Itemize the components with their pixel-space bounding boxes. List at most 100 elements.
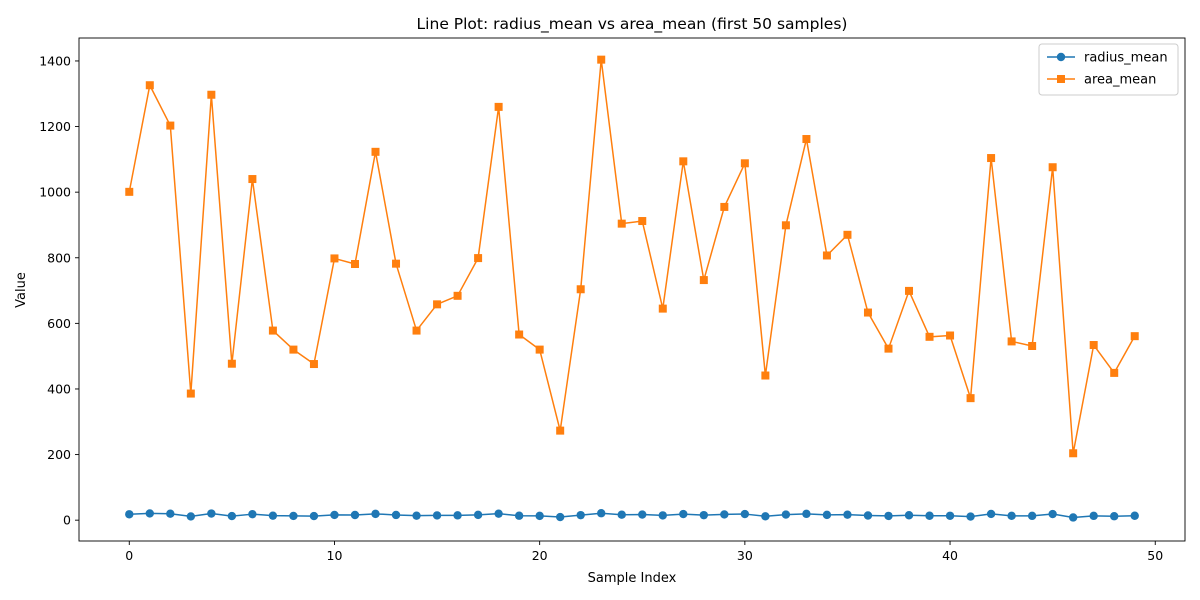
data-point-area_mean xyxy=(720,202,729,211)
data-point-area_mean xyxy=(946,331,955,340)
data-point-radius_mean xyxy=(884,511,893,521)
data-point-area_mean xyxy=(925,332,934,341)
data-point-area_mean xyxy=(699,276,708,285)
x-tick-label: 50 xyxy=(1147,548,1163,563)
data-point-radius_mean xyxy=(966,512,975,521)
data-point-radius_mean xyxy=(473,510,483,520)
data-point-area_mean xyxy=(535,345,544,354)
data-point-radius_mean xyxy=(391,510,401,520)
legend: radius_mean area_mean xyxy=(1038,43,1179,96)
data-point-radius_mean xyxy=(1007,511,1016,521)
data-point-area_mean xyxy=(822,251,831,260)
data-point-radius_mean xyxy=(720,510,729,519)
data-point-area_mean xyxy=(843,230,852,239)
data-point-area_mean xyxy=(987,154,996,163)
data-point-radius_mean xyxy=(289,511,298,521)
data-point-radius_mean xyxy=(227,511,237,521)
data-point-radius_mean xyxy=(1130,511,1139,520)
data-point-area_mean xyxy=(781,221,790,230)
data-point-area_mean xyxy=(1130,332,1139,341)
data-point-radius_mean xyxy=(1027,511,1037,521)
data-point-radius_mean xyxy=(555,512,565,522)
data-point-radius_mean xyxy=(248,509,257,519)
y-tick-label: 1400 xyxy=(39,53,71,68)
data-point-area_mean xyxy=(1089,341,1098,350)
data-point-radius_mean xyxy=(617,510,626,519)
data-point-radius_mean xyxy=(699,510,709,520)
chart-title: Line Plot: radius_mean vs area_mean (fir… xyxy=(417,15,848,34)
data-point-radius_mean xyxy=(781,510,791,519)
plot-frame xyxy=(78,37,1186,542)
data-point-area_mean xyxy=(350,259,359,268)
data-point-area_mean xyxy=(556,426,565,435)
y-tick-label: 200 xyxy=(47,447,71,462)
data-point-area_mean xyxy=(863,308,872,317)
data-point-area_mean xyxy=(433,300,442,309)
data-point-area_mean xyxy=(371,147,380,156)
data-point-area_mean xyxy=(658,304,667,313)
data-point-radius_mean xyxy=(904,511,914,520)
data-point-area_mean xyxy=(1048,163,1057,172)
data-point-radius_mean xyxy=(1048,509,1057,519)
x-axis-label: Sample Index xyxy=(588,571,677,586)
data-point-radius_mean xyxy=(822,510,832,520)
data-point-radius_mean xyxy=(125,510,134,519)
data-point-radius_mean xyxy=(802,509,811,519)
x-tick-label: 20 xyxy=(532,548,548,563)
data-point-radius_mean xyxy=(863,511,873,520)
data-point-radius_mean xyxy=(843,510,852,519)
data-point-area_mean xyxy=(1069,449,1078,458)
y-tick-label: 800 xyxy=(47,250,71,265)
y-tick-label: 600 xyxy=(47,316,71,331)
data-point-area_mean xyxy=(145,81,154,90)
data-point-radius_mean xyxy=(145,509,154,518)
data-point-area_mean xyxy=(576,285,585,294)
legend-label-radius_mean: radius_mean xyxy=(1084,51,1168,66)
data-point-radius_mean xyxy=(453,511,462,520)
data-point-radius_mean xyxy=(658,511,667,520)
data-point-radius_mean xyxy=(207,509,216,518)
data-point-area_mean xyxy=(392,259,401,268)
axes-layer: 0 10 20 30 40 50 0 200 400 600 800 1000 1200 1400 xyxy=(39,37,1186,563)
data-point-radius_mean xyxy=(309,511,319,521)
y-tick-label: 1000 xyxy=(39,185,71,200)
data-point-area_mean xyxy=(166,121,175,130)
data-point-radius_mean xyxy=(679,509,688,519)
legend-label-area_mean: area_mean xyxy=(1084,73,1156,88)
data-point-area_mean xyxy=(494,102,503,111)
data-point-area_mean xyxy=(125,187,134,196)
data-point-area_mean xyxy=(248,175,257,184)
data-point-area_mean xyxy=(884,344,893,353)
data-point-area_mean xyxy=(1110,368,1119,377)
data-point-radius_mean xyxy=(1068,513,1078,522)
data-point-radius_mean xyxy=(638,510,647,519)
data-point-radius_mean xyxy=(330,510,339,520)
x-tick-label: 10 xyxy=(327,548,343,563)
data-point-radius_mean xyxy=(576,510,585,520)
data-point-radius_mean xyxy=(986,509,996,519)
data-point-area_mean xyxy=(289,345,298,354)
data-point-radius_mean xyxy=(1110,512,1119,521)
data-point-area_mean xyxy=(453,291,462,300)
data-point-radius_mean xyxy=(740,509,750,519)
data-point-area_mean xyxy=(412,326,421,335)
data-point-radius_mean xyxy=(432,511,442,520)
x-tick-label: 0 xyxy=(125,548,133,563)
series-layer xyxy=(125,55,1139,522)
data-point-radius_mean xyxy=(597,509,606,518)
y-tick-label: 400 xyxy=(47,381,71,396)
data-point-radius_mean xyxy=(494,509,503,518)
x-tick-label: 30 xyxy=(737,548,753,563)
data-point-radius_mean xyxy=(412,511,421,520)
data-point-radius_mean xyxy=(1089,511,1098,521)
data-point-area_mean xyxy=(309,360,318,369)
data-point-radius_mean xyxy=(514,511,524,520)
y-axis-label: Value xyxy=(14,272,29,308)
data-point-area_mean xyxy=(227,359,236,368)
data-point-radius_mean xyxy=(186,512,196,521)
data-point-area_mean xyxy=(679,157,688,166)
y-tick-label: 0 xyxy=(63,513,71,528)
data-point-area_mean xyxy=(966,394,975,403)
